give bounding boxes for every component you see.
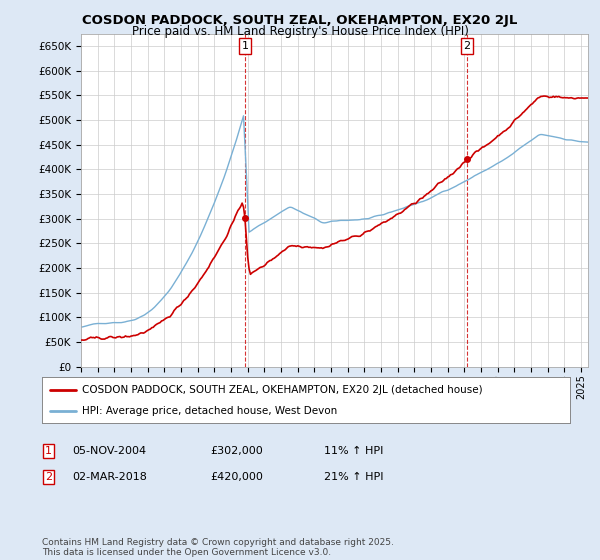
Text: 05-NOV-2004: 05-NOV-2004 — [72, 446, 146, 456]
Text: 2: 2 — [45, 472, 52, 482]
Text: £302,000: £302,000 — [210, 446, 263, 456]
Text: 1: 1 — [45, 446, 52, 456]
Text: COSDON PADDOCK, SOUTH ZEAL, OKEHAMPTON, EX20 2JL: COSDON PADDOCK, SOUTH ZEAL, OKEHAMPTON, … — [82, 14, 518, 27]
Text: Contains HM Land Registry data © Crown copyright and database right 2025.
This d: Contains HM Land Registry data © Crown c… — [42, 538, 394, 557]
Text: COSDON PADDOCK, SOUTH ZEAL, OKEHAMPTON, EX20 2JL (detached house): COSDON PADDOCK, SOUTH ZEAL, OKEHAMPTON, … — [82, 385, 482, 395]
Text: 1: 1 — [241, 41, 248, 51]
Text: £420,000: £420,000 — [210, 472, 263, 482]
Text: 11% ↑ HPI: 11% ↑ HPI — [324, 446, 383, 456]
Text: 02-MAR-2018: 02-MAR-2018 — [72, 472, 147, 482]
Text: HPI: Average price, detached house, West Devon: HPI: Average price, detached house, West… — [82, 407, 337, 416]
Text: 2: 2 — [464, 41, 471, 51]
Text: Price paid vs. HM Land Registry's House Price Index (HPI): Price paid vs. HM Land Registry's House … — [131, 25, 469, 38]
Text: 21% ↑ HPI: 21% ↑ HPI — [324, 472, 383, 482]
